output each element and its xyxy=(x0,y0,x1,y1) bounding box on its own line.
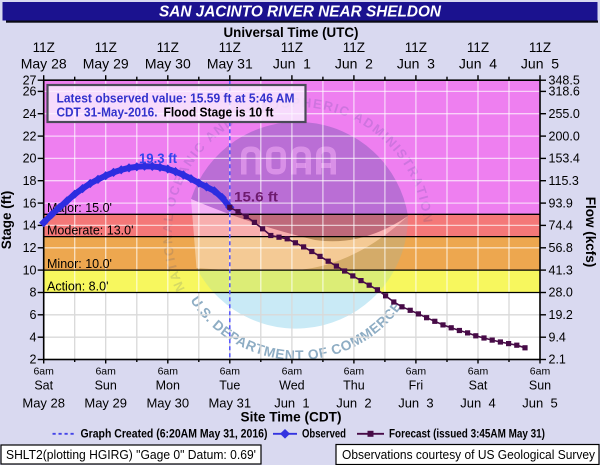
svg-text:May 29: May 29 xyxy=(83,56,129,72)
svg-text:Jun 4: Jun 4 xyxy=(459,56,497,72)
svg-text:SAN JACINTO RIVER NEAR SHELDON: SAN JACINTO RIVER NEAR SHELDON xyxy=(159,4,442,21)
svg-text:Moderate: 13.0': Moderate: 13.0' xyxy=(47,223,133,237)
svg-text:28.0: 28.0 xyxy=(549,286,573,300)
svg-text:Minor: 10.0': Minor: 10.0' xyxy=(47,257,112,271)
svg-text:41.3: 41.3 xyxy=(549,263,573,277)
svg-text:2.1: 2.1 xyxy=(549,353,566,367)
svg-text:Graph Created (6:20AM May 31,: Graph Created (6:20AM May 31, 2016) xyxy=(81,427,268,441)
svg-text:Forecast (issued 3:45AM May 31: Forecast (issued 3:45AM May 31) xyxy=(389,427,545,441)
svg-text:Jun 5: Jun 5 xyxy=(522,396,557,411)
svg-text:May 31: May 31 xyxy=(208,396,251,411)
svg-text:11Z: 11Z xyxy=(529,40,551,55)
svg-text:Action: 8.0': Action: 8.0' xyxy=(47,279,108,293)
svg-text:Latest observed value: 15.59 f: Latest observed value: 15.59 ft at 5:46 … xyxy=(57,92,295,106)
svg-text:Observed: Observed xyxy=(302,427,346,441)
svg-text:May 28: May 28 xyxy=(22,396,65,411)
svg-text:Jun 3: Jun 3 xyxy=(398,396,433,411)
svg-text:Jun 5: Jun 5 xyxy=(521,56,559,72)
svg-text:Jun 2: Jun 2 xyxy=(335,56,373,72)
svg-text:Jun 1: Jun 1 xyxy=(273,56,311,72)
svg-text:6am: 6am xyxy=(406,366,427,378)
svg-text:Universal Time (UTC): Universal Time (UTC) xyxy=(224,25,359,40)
svg-text:6am: 6am xyxy=(33,366,54,378)
svg-text:74.4: 74.4 xyxy=(549,219,573,233)
svg-text:115.3: 115.3 xyxy=(549,174,579,188)
svg-text:Wed: Wed xyxy=(279,379,305,393)
svg-text:May 31: May 31 xyxy=(207,56,253,72)
svg-text:2: 2 xyxy=(30,353,37,367)
svg-text:Stage (ft): Stage (ft) xyxy=(0,191,14,250)
svg-text:Tue: Tue xyxy=(219,379,240,393)
svg-text:SHLT2(plotting HGIRG) "Gage 0": SHLT2(plotting HGIRG) "Gage 0" Datum: 0.… xyxy=(6,447,256,462)
svg-text:Sun: Sun xyxy=(95,379,117,393)
svg-text:6am: 6am xyxy=(282,366,303,378)
svg-text:May 28: May 28 xyxy=(21,56,67,72)
svg-text:15.6 ft: 15.6 ft xyxy=(234,190,279,205)
svg-text:6: 6 xyxy=(30,308,37,322)
svg-text:153.4: 153.4 xyxy=(549,152,580,166)
svg-text:318.6: 318.6 xyxy=(549,85,580,99)
svg-text:11Z: 11Z xyxy=(343,40,365,55)
svg-text:12: 12 xyxy=(23,241,37,255)
svg-text:Mon: Mon xyxy=(156,379,180,393)
svg-text:18: 18 xyxy=(23,174,37,188)
svg-text:11Z: 11Z xyxy=(467,40,489,55)
svg-text:Jun 4: Jun 4 xyxy=(460,396,495,411)
svg-text:93.9: 93.9 xyxy=(549,196,573,210)
svg-text:Sun: Sun xyxy=(529,379,551,393)
svg-text:6am: 6am xyxy=(220,366,241,378)
svg-text:11Z: 11Z xyxy=(219,40,241,55)
svg-text:Flow (kcfs): Flow (kcfs) xyxy=(583,197,598,268)
svg-text:22: 22 xyxy=(23,129,37,143)
svg-text:11Z: 11Z xyxy=(157,40,179,55)
svg-text:Site Time (CDT): Site Time (CDT) xyxy=(241,410,342,425)
svg-text:11Z: 11Z xyxy=(95,40,117,55)
svg-text:May 29: May 29 xyxy=(84,396,127,411)
svg-text:10: 10 xyxy=(23,263,37,277)
svg-text:Sat: Sat xyxy=(469,379,488,393)
svg-text:8: 8 xyxy=(30,286,37,300)
svg-text:CDT 31-May-2016.Flood Stage is: CDT 31-May-2016. Flood Stage is 10 ft xyxy=(57,106,275,120)
svg-text:Observations courtesy of US Ge: Observations courtesy of US Geological S… xyxy=(342,447,595,462)
svg-text:6am: 6am xyxy=(158,366,179,378)
svg-text:6am: 6am xyxy=(344,366,365,378)
svg-text:255.0: 255.0 xyxy=(549,107,580,121)
svg-text:9.4: 9.4 xyxy=(549,330,566,344)
svg-text:Sat: Sat xyxy=(34,379,53,393)
svg-text:11Z: 11Z xyxy=(33,40,55,55)
svg-text:6am: 6am xyxy=(95,366,116,378)
svg-text:200.0: 200.0 xyxy=(549,129,580,143)
svg-text:348.5: 348.5 xyxy=(549,73,580,87)
svg-text:Jun 2: Jun 2 xyxy=(336,396,371,411)
svg-text:Jun 3: Jun 3 xyxy=(397,56,435,72)
svg-text:11Z: 11Z xyxy=(405,40,427,55)
svg-text:May 30: May 30 xyxy=(145,56,191,72)
svg-text:6am: 6am xyxy=(530,366,551,378)
svg-text:19.2: 19.2 xyxy=(549,308,573,322)
svg-text:Fri: Fri xyxy=(409,379,424,393)
svg-text:6am: 6am xyxy=(468,366,489,378)
svg-text:4: 4 xyxy=(30,330,37,344)
svg-text:24: 24 xyxy=(23,107,37,121)
svg-text:27: 27 xyxy=(23,73,37,87)
svg-text:Thu: Thu xyxy=(343,379,365,393)
svg-text:20: 20 xyxy=(23,152,37,166)
svg-text:11Z: 11Z xyxy=(281,40,303,55)
svg-text:19.3 ft: 19.3 ft xyxy=(139,151,177,166)
svg-text:26: 26 xyxy=(23,85,37,99)
svg-text:May 30: May 30 xyxy=(146,396,189,411)
svg-text:16: 16 xyxy=(23,196,37,210)
svg-text:14: 14 xyxy=(23,219,37,233)
svg-text:Jun 1: Jun 1 xyxy=(274,396,309,411)
svg-text:56.8: 56.8 xyxy=(549,241,573,255)
